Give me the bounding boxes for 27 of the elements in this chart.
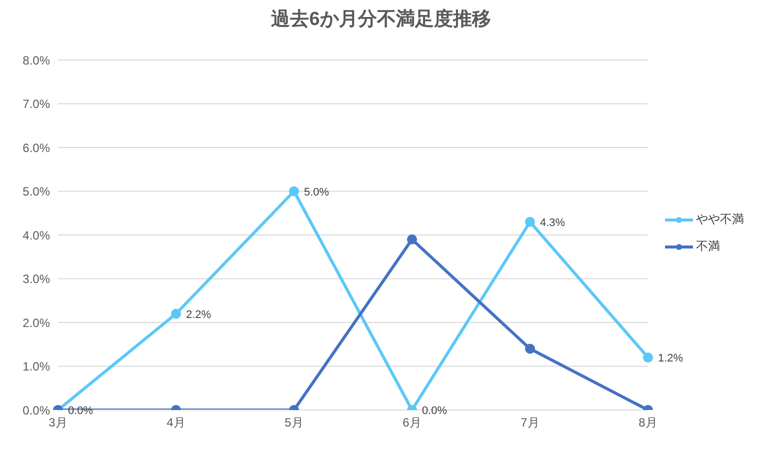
x-tick-label: 3月 [48,416,68,430]
legend-label: 不満 [696,238,720,255]
data-label: 0.0% [422,405,448,417]
y-tick-label: 5.0% [22,184,50,199]
data-label: 4.3% [540,216,566,229]
y-tick-label: 8.0% [22,53,50,68]
legend-label: やや不満 [696,211,744,228]
point [525,216,535,227]
point [171,308,181,319]
y-tick-label: 7.0% [22,97,50,112]
y-tick-label: 1.0% [22,360,50,374]
x-tick-label: 6月 [402,416,422,430]
data-label: 2.2% [186,308,212,321]
chart-title: 過去6か月分不満足度推移 [270,8,492,32]
data-label: 1.2% [658,352,684,364]
y-tick-label: 0.0% [22,403,50,418]
y-tick-label: 3.0% [22,272,50,286]
point [407,234,417,244]
y-tick-label: 6.0% [22,140,50,155]
data-label: 5.0% [304,186,330,198]
y-tick-label: 4.0% [22,228,50,242]
x-tick-label: 4月 [166,416,186,430]
x-tick-label: 8月 [638,416,658,430]
x-tick-label: 5月 [284,416,304,430]
x-tick-label: 7月 [520,416,540,430]
y-tick-label: 2.0% [22,316,50,330]
point [289,186,299,196]
